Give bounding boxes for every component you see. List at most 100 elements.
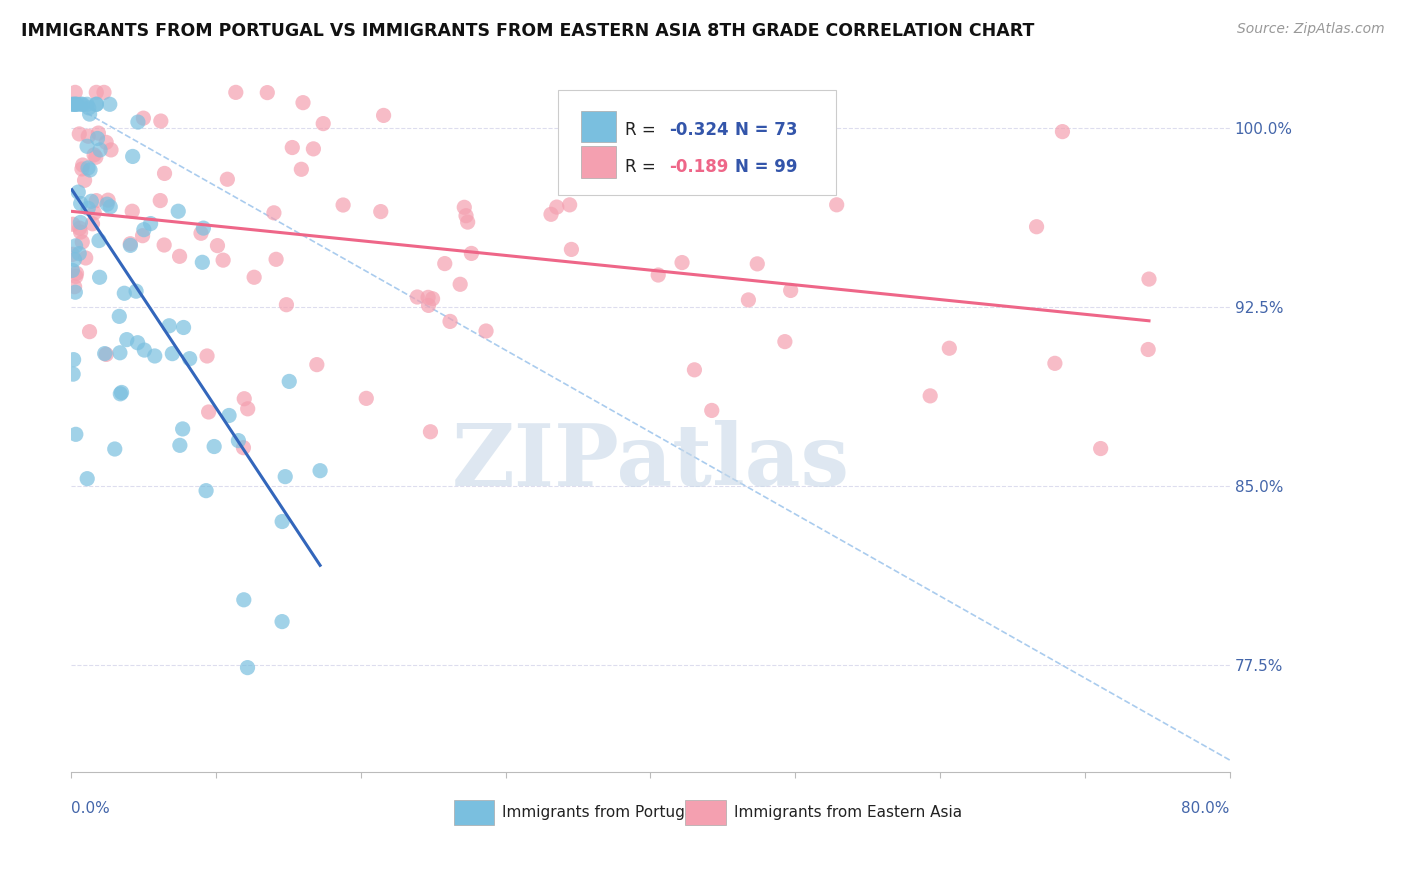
Point	[772, 140, 794, 154]
Point	[191, 255, 214, 269]
Point	[82, 217, 104, 231]
Point	[108, 345, 131, 359]
Point	[132, 111, 155, 125]
Point	[264, 252, 287, 267]
Point	[110, 385, 132, 400]
Point	[356, 392, 378, 406]
Point	[193, 221, 215, 235]
Point	[212, 253, 235, 268]
Point	[195, 483, 218, 498]
Point	[173, 320, 195, 334]
Point	[228, 434, 250, 448]
Point	[115, 333, 138, 347]
Point	[773, 334, 796, 349]
Point	[218, 409, 240, 423]
Point	[80, 194, 103, 209]
Point	[278, 375, 301, 389]
Point	[69, 97, 91, 112]
Point	[700, 403, 723, 417]
Point	[153, 238, 176, 252]
Point	[1052, 125, 1074, 139]
Point	[167, 204, 190, 219]
Point	[63, 252, 86, 267]
Point	[370, 204, 392, 219]
Point	[75, 251, 97, 265]
Point	[65, 266, 87, 280]
Point	[232, 441, 254, 455]
Point	[647, 268, 669, 282]
Text: 80.0%: 80.0%	[1181, 801, 1230, 815]
Point	[84, 150, 107, 164]
Point	[100, 143, 122, 157]
Point	[65, 269, 87, 284]
Point	[62, 367, 84, 381]
Text: IMMIGRANTS FROM PORTUGAL VS IMMIGRANTS FROM EASTERN ASIA 8TH GRADE CORRELATION C: IMMIGRANTS FROM PORTUGAL VS IMMIGRANTS F…	[21, 22, 1035, 40]
Point	[69, 215, 91, 229]
Text: Source: ZipAtlas.com: Source: ZipAtlas.com	[1237, 22, 1385, 37]
Point	[1025, 219, 1047, 234]
Point	[77, 202, 100, 216]
Point	[77, 101, 100, 115]
Bar	[454, 800, 494, 825]
Point	[202, 440, 225, 454]
Bar	[581, 111, 616, 143]
Bar	[685, 800, 725, 825]
Point	[416, 290, 439, 304]
Point	[149, 194, 172, 208]
Point	[460, 246, 482, 260]
Point	[243, 270, 266, 285]
Point	[121, 149, 143, 163]
Text: R =: R =	[626, 120, 661, 139]
Point	[121, 204, 143, 219]
Point	[69, 221, 91, 235]
Point	[83, 206, 105, 220]
Point	[217, 172, 239, 186]
Point	[195, 349, 218, 363]
Point	[449, 277, 471, 292]
Point	[86, 131, 108, 145]
Point	[233, 392, 256, 406]
Point	[197, 405, 219, 419]
Point	[62, 97, 84, 112]
Text: R =: R =	[626, 158, 661, 176]
Point	[96, 197, 118, 211]
Text: -0.189: -0.189	[669, 158, 728, 176]
Text: N = 73: N = 73	[735, 120, 797, 139]
Point	[586, 129, 609, 144]
Point	[172, 422, 194, 436]
Point	[422, 292, 444, 306]
Point	[77, 129, 100, 144]
Point	[134, 343, 156, 357]
Point	[825, 198, 848, 212]
Point	[1137, 343, 1160, 357]
Point	[63, 86, 86, 100]
Point	[60, 97, 83, 112]
Point	[540, 207, 562, 221]
Point	[87, 126, 110, 140]
Point	[292, 95, 315, 110]
Point	[67, 127, 90, 141]
Point	[457, 215, 479, 229]
Point	[256, 86, 278, 100]
Point	[162, 346, 184, 360]
Point	[63, 97, 86, 112]
Text: -0.324: -0.324	[669, 120, 728, 139]
Text: Immigrants from Eastern Asia: Immigrants from Eastern Asia	[734, 805, 962, 820]
Point	[1090, 442, 1112, 456]
Point	[475, 324, 498, 338]
Point	[104, 442, 127, 456]
Point	[453, 200, 475, 214]
Point	[546, 200, 568, 214]
Point	[274, 469, 297, 483]
Text: 0.0%: 0.0%	[72, 801, 110, 815]
Point	[62, 247, 84, 261]
Point	[433, 257, 456, 271]
Point	[65, 97, 87, 112]
Point	[153, 166, 176, 180]
Bar	[581, 146, 616, 178]
Point	[281, 140, 304, 154]
Point	[86, 194, 108, 208]
Point	[86, 97, 108, 112]
Point	[84, 86, 107, 100]
Point	[560, 243, 582, 257]
